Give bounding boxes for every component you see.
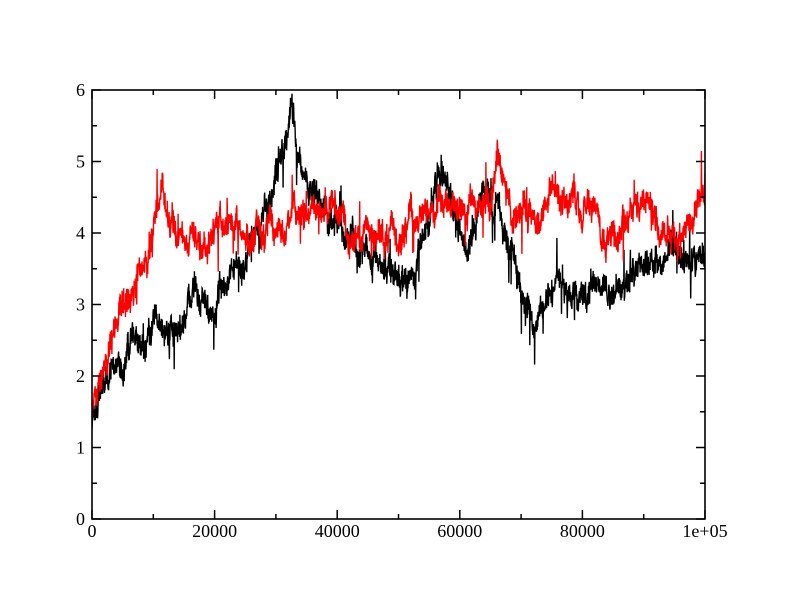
x-tick-label: 80000 <box>560 521 605 541</box>
y-tick-label: 5 <box>76 152 85 172</box>
x-tick-label: 20000 <box>192 521 237 541</box>
y-tick-label: 3 <box>76 295 85 315</box>
black-random-walk-series <box>92 93 705 430</box>
x-tick-label: 60000 <box>437 521 482 541</box>
red-random-walk-series <box>92 139 705 418</box>
y-tick-label: 1 <box>76 438 85 458</box>
y-tick-label: 0 <box>76 509 85 529</box>
y-tick-label: 4 <box>76 223 85 243</box>
x-tick-label: 40000 <box>315 521 360 541</box>
x-tick-label: 0 <box>88 521 97 541</box>
x-tick-label: 1e+05 <box>682 521 727 541</box>
y-tick-label: 6 <box>76 80 85 100</box>
y-tick-label: 2 <box>76 366 85 386</box>
